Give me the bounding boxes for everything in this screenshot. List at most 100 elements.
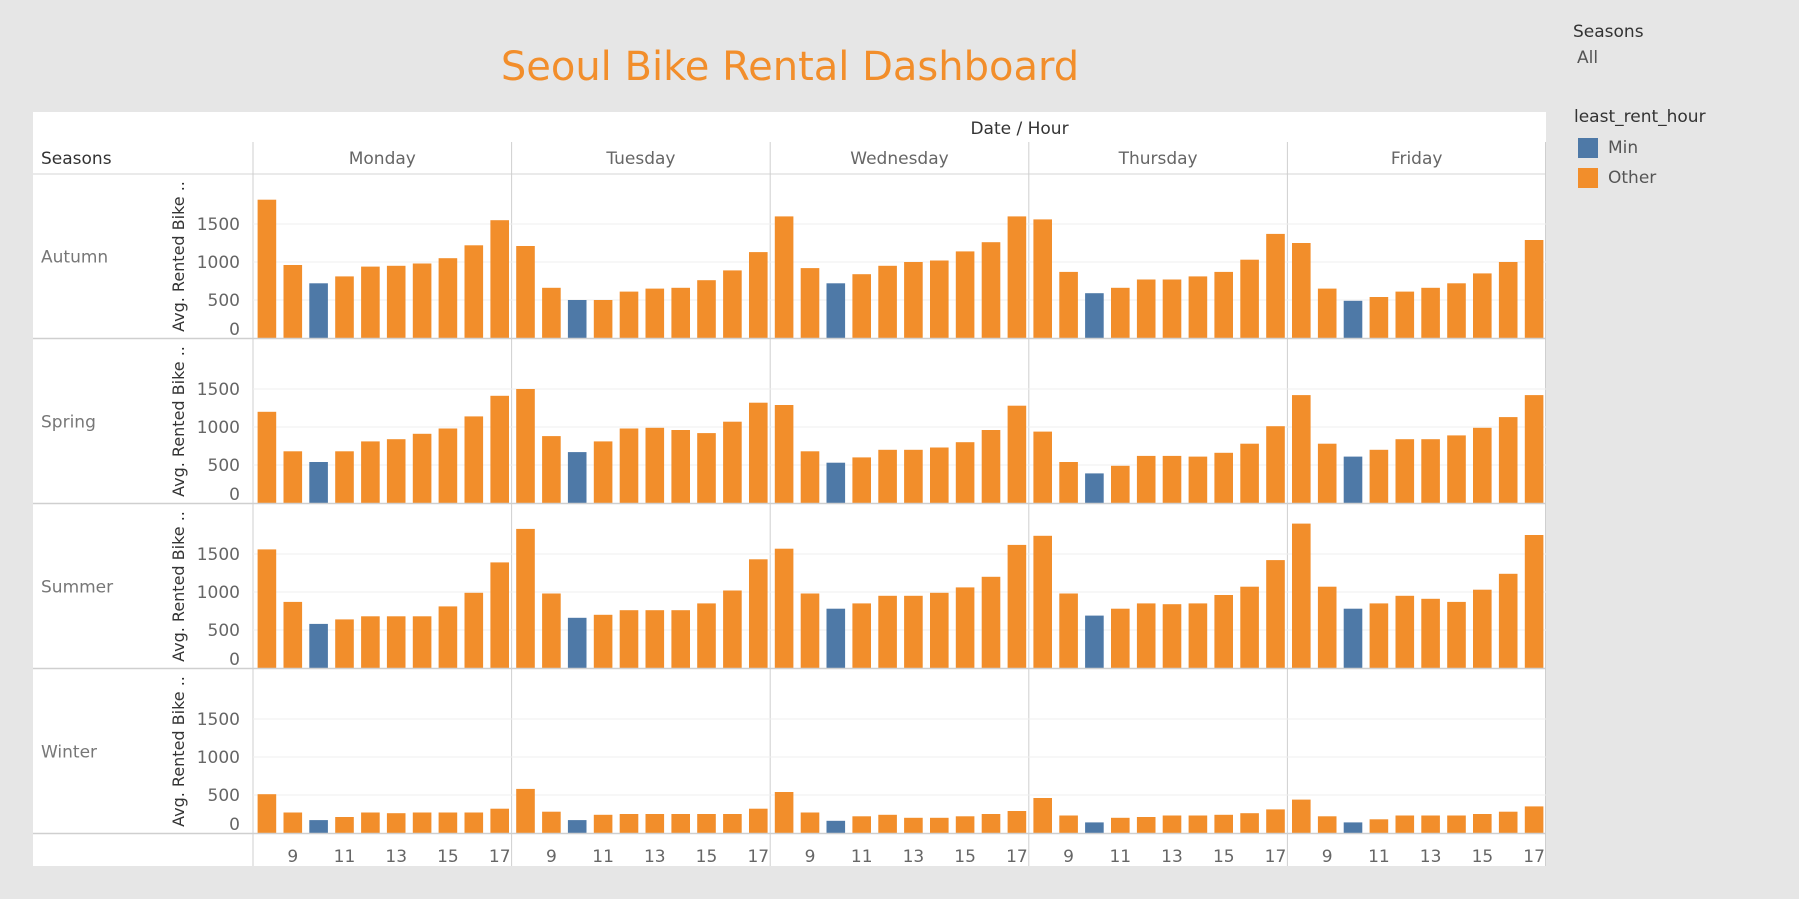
bar (1447, 283, 1466, 338)
bar (309, 820, 328, 833)
legend-swatch-min (1578, 138, 1598, 158)
bar (878, 449, 897, 503)
bar (1033, 798, 1052, 833)
bar (386, 265, 406, 338)
y-axis-title: Avg. Rented Bike .. (169, 511, 188, 662)
bar (1266, 560, 1285, 668)
bar (1498, 417, 1518, 503)
bar (567, 820, 587, 833)
bar (1369, 297, 1389, 338)
bar (1214, 814, 1233, 833)
y-axis-title: Avg. Rented Bike .. (169, 346, 188, 497)
bar (1214, 595, 1233, 668)
bar (1136, 279, 1156, 338)
legend: least_rent_hour Min Other (1574, 107, 1706, 193)
y-tick-label: 1000 (197, 418, 240, 438)
bar (852, 457, 871, 503)
bar (800, 593, 820, 668)
y-tick-label: 1500 (197, 545, 240, 565)
x-tick-label: 13 (1161, 847, 1183, 866)
day-header-friday: Friday (1391, 149, 1443, 169)
bar (516, 389, 535, 503)
bar (1007, 216, 1027, 338)
bar (1524, 535, 1544, 668)
bar (645, 288, 665, 338)
bar (1473, 589, 1492, 668)
bar (904, 817, 923, 833)
bar (1498, 573, 1518, 668)
bar (386, 439, 406, 503)
x-tick-label: 9 (546, 847, 557, 866)
bar (1395, 815, 1415, 833)
bar (490, 220, 509, 338)
bar (852, 603, 871, 668)
bar (412, 812, 432, 833)
bar (723, 421, 742, 503)
bar (749, 559, 768, 668)
bar (464, 592, 484, 668)
seasons-filter-title: Seasons (1573, 22, 1644, 42)
bar (800, 812, 820, 833)
bar (1498, 262, 1518, 338)
x-tick-label: 9 (287, 847, 298, 866)
bar (1007, 544, 1027, 668)
bar (335, 619, 354, 668)
bar (1343, 608, 1363, 668)
bar (1240, 443, 1259, 503)
bar (1188, 276, 1208, 338)
bar (981, 430, 1001, 503)
x-tick-label: 17 (747, 847, 769, 866)
x-tick-label: 15 (696, 847, 718, 866)
bar (619, 428, 639, 503)
bar (1421, 815, 1440, 833)
bar (309, 283, 328, 338)
bar (1317, 288, 1337, 338)
bar (671, 430, 690, 503)
bar (645, 814, 665, 833)
seasons-filter-value[interactable]: All (1577, 48, 1599, 68)
x-tick-label: 13 (1420, 847, 1442, 866)
column-header: Date / Hour (970, 119, 1068, 139)
legend-item-other[interactable]: Other (1574, 163, 1706, 193)
bar (567, 452, 587, 503)
bar (1524, 240, 1544, 338)
bar (438, 606, 458, 668)
bar (283, 451, 303, 503)
bar (774, 216, 794, 338)
bar (1317, 816, 1337, 833)
bar (697, 603, 716, 668)
legend-title: least_rent_hour (1574, 107, 1706, 127)
bar (1136, 817, 1156, 833)
x-tick-label: 13 (385, 847, 407, 866)
bar (412, 616, 432, 668)
bar (1111, 608, 1130, 668)
legend-item-min[interactable]: Min (1574, 133, 1706, 163)
x-tick-label: 11 (592, 847, 614, 866)
y-tick-label: 0 (229, 815, 240, 835)
bar (1007, 811, 1027, 833)
bar (1214, 271, 1233, 338)
bar (361, 616, 380, 668)
bar (1317, 586, 1337, 668)
bar (800, 268, 820, 338)
season-label-spring: Spring (41, 413, 96, 433)
x-tick-label: 9 (1063, 847, 1074, 866)
bar (1059, 593, 1078, 668)
bar (1188, 456, 1208, 503)
bar (1266, 426, 1285, 503)
bar (1369, 449, 1389, 503)
bar (930, 817, 949, 833)
bar (283, 601, 303, 668)
bar (1162, 279, 1182, 338)
bar (1292, 243, 1311, 338)
chart-panel: Date / Hour Seasons Monday Tuesday Wednesday… (33, 112, 1546, 867)
bar (516, 528, 535, 668)
bar (283, 265, 303, 338)
bar (1447, 601, 1466, 668)
seasons-filter[interactable]: Seasons All (1573, 22, 1644, 68)
bar (257, 549, 277, 668)
bar (749, 252, 768, 338)
x-tick-label: 17 (1006, 847, 1028, 866)
bar (1343, 822, 1363, 833)
y-tick-label: 0 (229, 650, 240, 670)
